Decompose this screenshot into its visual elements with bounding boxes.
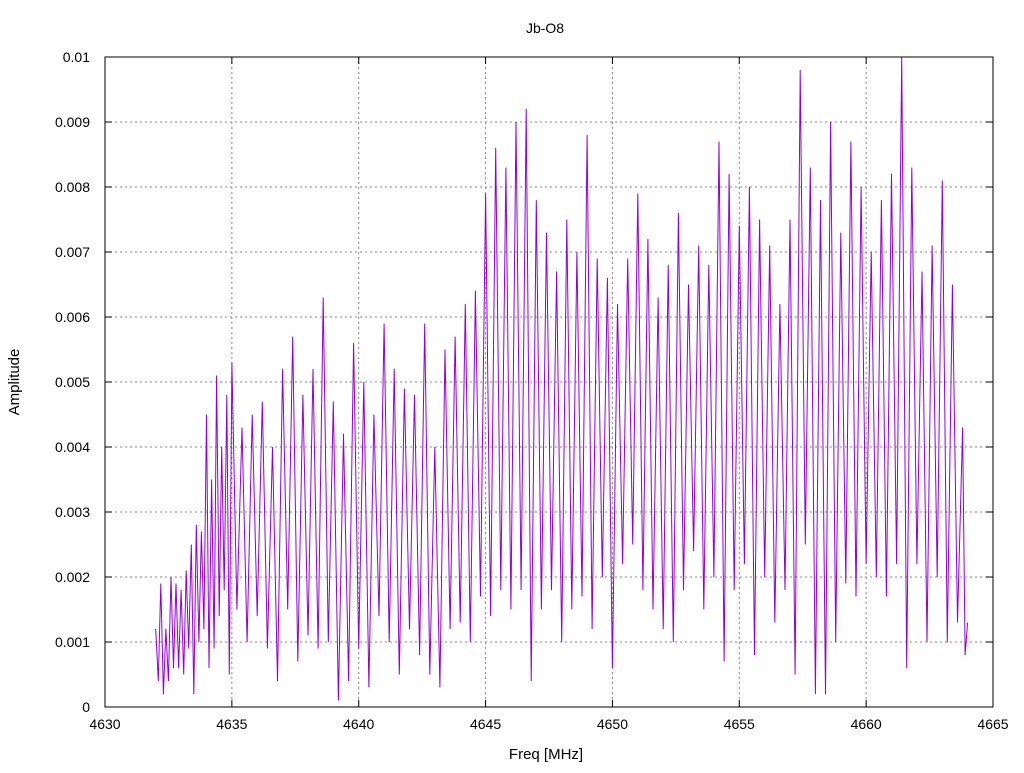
axis-ticks xyxy=(104,56,994,708)
y-tick-label: 0.003 xyxy=(55,504,90,520)
x-tick-labels: 4630 4635 4640 4645 4650 4655 4660 4665 xyxy=(89,716,1008,732)
y-tick-label: 0.009 xyxy=(55,114,90,130)
y-tick-label: 0.007 xyxy=(55,244,90,260)
y-tick-label: 0.01 xyxy=(63,49,90,65)
x-tick-label: 4640 xyxy=(343,716,374,732)
y-tick-label: 0.006 xyxy=(55,309,90,325)
x-tick-label: 4660 xyxy=(851,716,882,732)
y-tick-label: 0.004 xyxy=(55,439,90,455)
y-tick-label: 0.008 xyxy=(55,179,90,195)
y-tick-label: 0.002 xyxy=(55,569,90,585)
x-tick-label: 4630 xyxy=(89,716,120,732)
y-tick-label: 0.001 xyxy=(55,634,90,650)
grid xyxy=(105,57,993,707)
chart-title: Jb-O8 xyxy=(526,20,564,36)
y-tick-labels: 0 0.001 0.002 0.003 0.004 0.005 0.006 0.007 0.00… xyxy=(55,49,90,715)
x-tick-label: 4650 xyxy=(597,716,628,732)
series-polyline xyxy=(155,56,969,701)
y-axis-label: Amplitude xyxy=(6,349,23,416)
x-tick-label: 4665 xyxy=(977,716,1008,732)
series-line xyxy=(155,56,969,701)
x-tick-label: 4655 xyxy=(724,716,755,732)
y-tick-label: 0 xyxy=(82,699,90,715)
x-tick-label: 4645 xyxy=(470,716,501,732)
y-tick-label: 0.005 xyxy=(55,374,90,390)
x-tick-label: 4635 xyxy=(216,716,247,732)
x-axis-label: Freq [MHz] xyxy=(509,746,583,763)
